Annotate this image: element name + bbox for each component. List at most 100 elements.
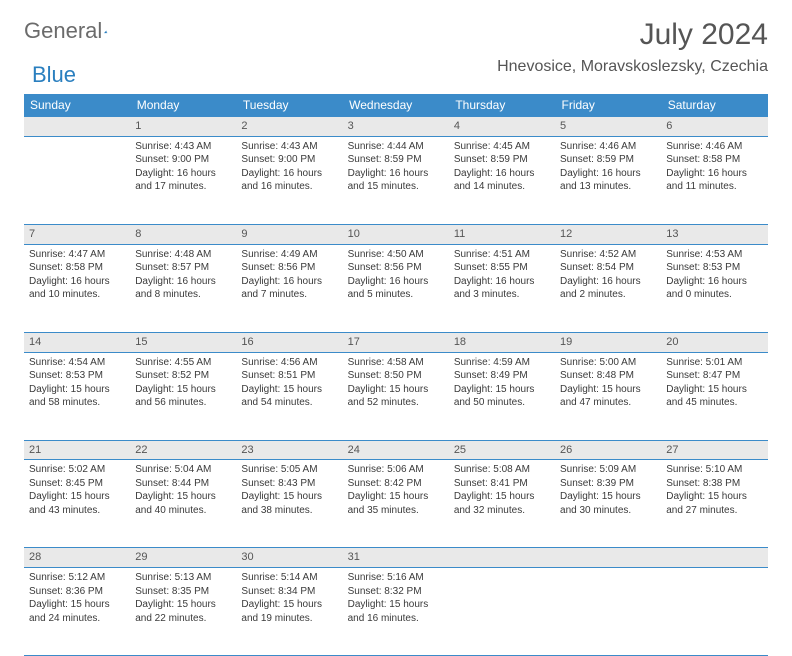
sunset-text: Sunset: 8:47 PM: [666, 369, 762, 383]
day-cell: Sunrise: 4:56 AMSunset: 8:51 PMDaylight:…: [236, 352, 342, 440]
daylight-text: Daylight: 15 hours and 30 minutes.: [560, 490, 656, 517]
sunrise-text: Sunrise: 4:52 AM: [560, 248, 656, 262]
daynum-row: 14151617181920: [24, 332, 768, 352]
day-header: Monday: [130, 94, 236, 117]
daylight-text: Daylight: 16 hours and 7 minutes.: [241, 275, 337, 302]
sunset-text: Sunset: 8:36 PM: [29, 585, 125, 599]
sunrise-text: Sunrise: 4:43 AM: [241, 140, 337, 154]
day-number: 29: [130, 548, 236, 568]
sunrise-text: Sunrise: 4:48 AM: [135, 248, 231, 262]
day-number: 25: [449, 440, 555, 460]
sunset-text: Sunset: 8:35 PM: [135, 585, 231, 599]
day-cell: Sunrise: 4:52 AMSunset: 8:54 PMDaylight:…: [555, 244, 661, 332]
daylight-text: Daylight: 16 hours and 14 minutes.: [454, 167, 550, 194]
day-number: [661, 548, 767, 568]
sunset-text: Sunset: 9:00 PM: [135, 153, 231, 167]
day-number: 31: [343, 548, 449, 568]
sunrise-text: Sunrise: 5:05 AM: [241, 463, 337, 477]
sunrise-text: Sunrise: 5:02 AM: [29, 463, 125, 477]
day-header: Tuesday: [236, 94, 342, 117]
sunrise-text: Sunrise: 5:08 AM: [454, 463, 550, 477]
calendar-body: 123456Sunrise: 4:43 AMSunset: 9:00 PMDay…: [24, 117, 768, 656]
day-number: 19: [555, 332, 661, 352]
sunset-text: Sunset: 8:51 PM: [241, 369, 337, 383]
week-row: Sunrise: 4:43 AMSunset: 9:00 PMDaylight:…: [24, 136, 768, 224]
day-number: 24: [343, 440, 449, 460]
day-cell: Sunrise: 4:51 AMSunset: 8:55 PMDaylight:…: [449, 244, 555, 332]
day-number: 3: [343, 117, 449, 137]
sunset-text: Sunset: 8:38 PM: [666, 477, 762, 491]
daylight-text: Daylight: 15 hours and 58 minutes.: [29, 383, 125, 410]
day-cell: Sunrise: 4:58 AMSunset: 8:50 PMDaylight:…: [343, 352, 449, 440]
day-header: Friday: [555, 94, 661, 117]
sunrise-text: Sunrise: 5:01 AM: [666, 356, 762, 370]
day-number: 22: [130, 440, 236, 460]
sunrise-text: Sunrise: 4:45 AM: [454, 140, 550, 154]
day-number: 9: [236, 224, 342, 244]
day-number: 10: [343, 224, 449, 244]
logo-sail-icon: [104, 23, 107, 41]
sunrise-text: Sunrise: 4:50 AM: [348, 248, 444, 262]
daylight-text: Daylight: 15 hours and 52 minutes.: [348, 383, 444, 410]
sunrise-text: Sunrise: 5:16 AM: [348, 571, 444, 585]
day-cell: Sunrise: 4:49 AMSunset: 8:56 PMDaylight:…: [236, 244, 342, 332]
day-cell: Sunrise: 4:46 AMSunset: 8:59 PMDaylight:…: [555, 136, 661, 224]
day-cell: Sunrise: 5:10 AMSunset: 8:38 PMDaylight:…: [661, 460, 767, 548]
daylight-text: Daylight: 16 hours and 16 minutes.: [241, 167, 337, 194]
daylight-text: Daylight: 16 hours and 5 minutes.: [348, 275, 444, 302]
daylight-text: Daylight: 16 hours and 17 minutes.: [135, 167, 231, 194]
sunset-text: Sunset: 8:59 PM: [454, 153, 550, 167]
sunrise-text: Sunrise: 4:43 AM: [135, 140, 231, 154]
sunset-text: Sunset: 8:49 PM: [454, 369, 550, 383]
daylight-text: Daylight: 16 hours and 13 minutes.: [560, 167, 656, 194]
sunset-text: Sunset: 8:45 PM: [29, 477, 125, 491]
sunset-text: Sunset: 9:00 PM: [241, 153, 337, 167]
daylight-text: Daylight: 15 hours and 35 minutes.: [348, 490, 444, 517]
sunrise-text: Sunrise: 4:47 AM: [29, 248, 125, 262]
daylight-text: Daylight: 15 hours and 45 minutes.: [666, 383, 762, 410]
calendar-table: Sunday Monday Tuesday Wednesday Thursday…: [24, 94, 768, 656]
sunset-text: Sunset: 8:58 PM: [666, 153, 762, 167]
daynum-row: 28293031: [24, 548, 768, 568]
day-number: 27: [661, 440, 767, 460]
day-cell: Sunrise: 4:54 AMSunset: 8:53 PMDaylight:…: [24, 352, 130, 440]
sunrise-text: Sunrise: 4:51 AM: [454, 248, 550, 262]
day-header: Wednesday: [343, 94, 449, 117]
sunrise-text: Sunrise: 4:49 AM: [241, 248, 337, 262]
sunrise-text: Sunrise: 4:46 AM: [560, 140, 656, 154]
day-cell: Sunrise: 5:05 AMSunset: 8:43 PMDaylight:…: [236, 460, 342, 548]
sunrise-text: Sunrise: 4:58 AM: [348, 356, 444, 370]
sunset-text: Sunset: 8:56 PM: [348, 261, 444, 275]
daylight-text: Daylight: 15 hours and 32 minutes.: [454, 490, 550, 517]
day-cell: Sunrise: 4:46 AMSunset: 8:58 PMDaylight:…: [661, 136, 767, 224]
sunset-text: Sunset: 8:53 PM: [666, 261, 762, 275]
day-number: 11: [449, 224, 555, 244]
logo-text-general: General: [24, 18, 102, 44]
daylight-text: Daylight: 15 hours and 38 minutes.: [241, 490, 337, 517]
day-cell: Sunrise: 4:55 AMSunset: 8:52 PMDaylight:…: [130, 352, 236, 440]
sunset-text: Sunset: 8:34 PM: [241, 585, 337, 599]
daylight-text: Daylight: 16 hours and 10 minutes.: [29, 275, 125, 302]
daylight-text: Daylight: 16 hours and 15 minutes.: [348, 167, 444, 194]
day-number: 26: [555, 440, 661, 460]
sunset-text: Sunset: 8:53 PM: [29, 369, 125, 383]
day-cell: Sunrise: 5:00 AMSunset: 8:48 PMDaylight:…: [555, 352, 661, 440]
sunset-text: Sunset: 8:32 PM: [348, 585, 444, 599]
day-number: 15: [130, 332, 236, 352]
sunrise-text: Sunrise: 4:59 AM: [454, 356, 550, 370]
sunset-text: Sunset: 8:52 PM: [135, 369, 231, 383]
logo-text-blue: Blue: [32, 62, 76, 88]
daynum-row: 21222324252627: [24, 440, 768, 460]
daylight-text: Daylight: 15 hours and 43 minutes.: [29, 490, 125, 517]
day-number: 12: [555, 224, 661, 244]
day-cell: Sunrise: 5:08 AMSunset: 8:41 PMDaylight:…: [449, 460, 555, 548]
day-cell: Sunrise: 5:06 AMSunset: 8:42 PMDaylight:…: [343, 460, 449, 548]
sunrise-text: Sunrise: 5:12 AM: [29, 571, 125, 585]
day-number: 7: [24, 224, 130, 244]
day-number: [24, 117, 130, 137]
sunrise-text: Sunrise: 5:00 AM: [560, 356, 656, 370]
sunrise-text: Sunrise: 5:10 AM: [666, 463, 762, 477]
day-cell: Sunrise: 4:47 AMSunset: 8:58 PMDaylight:…: [24, 244, 130, 332]
sunset-text: Sunset: 8:41 PM: [454, 477, 550, 491]
daylight-text: Daylight: 15 hours and 27 minutes.: [666, 490, 762, 517]
